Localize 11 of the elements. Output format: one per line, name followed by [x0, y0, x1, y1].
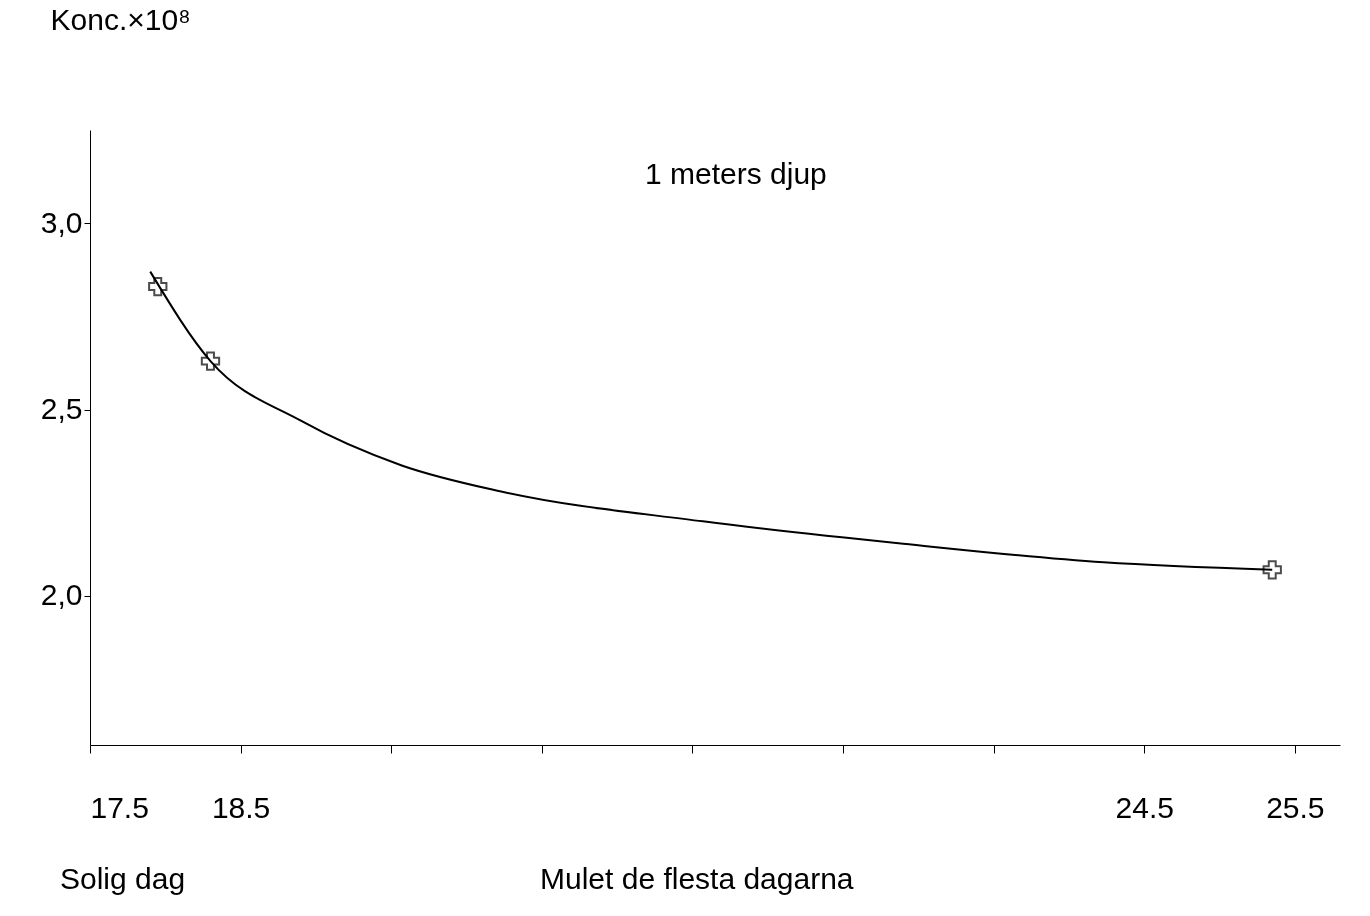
x-tick-label: 18.5 [211, 790, 271, 824]
y-tick-label: 2,0 [40, 578, 83, 612]
text: Mulet de flesta dagarna [540, 862, 854, 895]
y-tick-label: 2,5 [40, 392, 83, 426]
x-tick-label: 17.5 [90, 790, 149, 824]
y-tick-label: 3,0 [40, 205, 83, 239]
x-tick-label: 24.5 [1115, 790, 1174, 824]
annotation: 1 meters djup [645, 157, 827, 190]
y-axis-title: Konc.×10⁸ [50, 2, 191, 36]
x-tick-label: 25.5 [1266, 790, 1325, 824]
text: Solig dag [60, 862, 186, 895]
